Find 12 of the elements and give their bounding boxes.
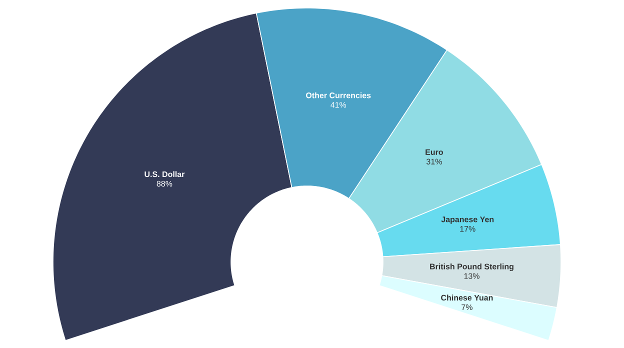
slice-label: British Pound Sterling [430, 263, 514, 271]
slice-label: Chinese Yuan [441, 294, 493, 301]
slice-label: U.S. Dollar [144, 171, 185, 178]
data-label: 31% [426, 158, 442, 164]
slice-label: Other Currencies [306, 92, 371, 98]
slice-label: Euro [426, 149, 444, 155]
data-label: 41% [330, 102, 346, 108]
data-label: 88% [156, 180, 172, 187]
data-label: 17% [460, 226, 476, 232]
slice-label: Japanese Yen [441, 216, 494, 224]
data-label: 13% [464, 273, 480, 279]
data-label: 7% [462, 304, 472, 310]
